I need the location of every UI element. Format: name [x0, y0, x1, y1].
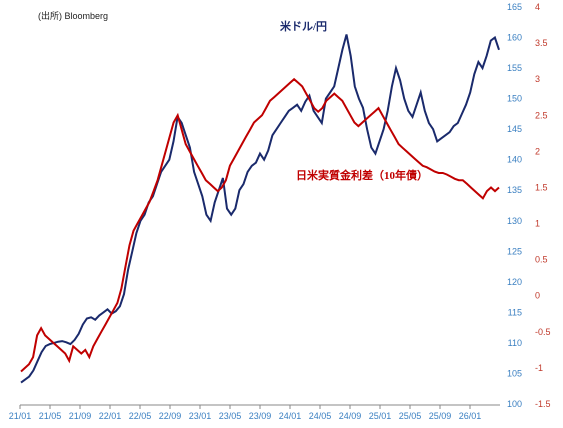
- x-tick-label: 26/01: [459, 411, 482, 421]
- left-tick-label: 155: [507, 63, 522, 73]
- x-tick-label: 25/09: [429, 411, 452, 421]
- left-tick-label: 150: [507, 94, 522, 104]
- left-tick-label: 105: [507, 368, 522, 378]
- x-tick-label: 25/05: [399, 411, 422, 421]
- left-tick-label: 120: [507, 277, 522, 287]
- x-tick-label: 23/05: [219, 411, 242, 421]
- right-tick-label: -0.5: [535, 327, 551, 337]
- source-label: (出所) Bloomberg: [38, 10, 108, 21]
- left-tick-label: 130: [507, 216, 522, 226]
- left-tick-label: 145: [507, 124, 522, 134]
- left-tick-label: 110: [508, 338, 522, 348]
- x-tick-label: 22/01: [99, 411, 122, 421]
- right-tick-label: 1.5: [535, 182, 548, 192]
- x-tick-label: 23/09: [249, 411, 272, 421]
- right-tick-label: 2.5: [535, 110, 548, 120]
- right-tick-label: -1.5: [535, 399, 551, 409]
- left-axis: 100 105 110 115 120 125 130 135 140 145 150 155 160 1…: [507, 2, 522, 409]
- x-tick-label: 24/05: [309, 411, 332, 421]
- left-tick-label: 125: [507, 246, 522, 256]
- right-tick-label: 3.5: [535, 38, 548, 48]
- x-tick-label: 21/01: [9, 411, 32, 421]
- x-tick-label: 22/05: [129, 411, 152, 421]
- right-tick-label: 3: [535, 74, 540, 84]
- left-tick-label: 160: [507, 33, 522, 43]
- right-tick-label: 2: [535, 146, 540, 156]
- left-tick-label: 135: [507, 185, 522, 195]
- x-tick-label: 24/01: [279, 411, 302, 421]
- x-tick-label: 21/05: [39, 411, 62, 421]
- right-tick-label: 0.5: [535, 255, 548, 265]
- x-tick-label: 22/09: [159, 411, 182, 421]
- x-axis: 21/01 21/05 21/09 22/01 22/05 22/09 23/01 23/05…: [9, 405, 482, 421]
- right-tick-label: 1: [535, 219, 540, 229]
- left-tick-label: 140: [507, 155, 522, 165]
- series-label-rate-diff: 日米実質金利差（10年債）: [296, 168, 428, 182]
- series-line-usdjpy: [20, 34, 500, 384]
- left-tick-label: 115: [508, 307, 522, 317]
- x-tick-label: 24/09: [339, 411, 362, 421]
- right-tick-label: 4: [535, 2, 540, 12]
- right-tick-label: 0: [535, 291, 540, 301]
- right-tick-label: -1: [535, 363, 543, 373]
- left-tick-label: 100: [507, 399, 522, 409]
- x-tick-label: 23/01: [189, 411, 212, 421]
- x-tick-label: 21/09: [69, 411, 92, 421]
- x-tick-label: 25/01: [369, 411, 392, 421]
- right-axis: -1.5 -1 -0.5 0 0.5 1 1.5 2 2.5 3 3.5 4: [535, 2, 551, 409]
- left-tick-label: 165: [507, 2, 522, 12]
- series-label-usdjpy: 米ドル/円: [279, 19, 327, 33]
- series-line-rate-diff: [20, 77, 500, 373]
